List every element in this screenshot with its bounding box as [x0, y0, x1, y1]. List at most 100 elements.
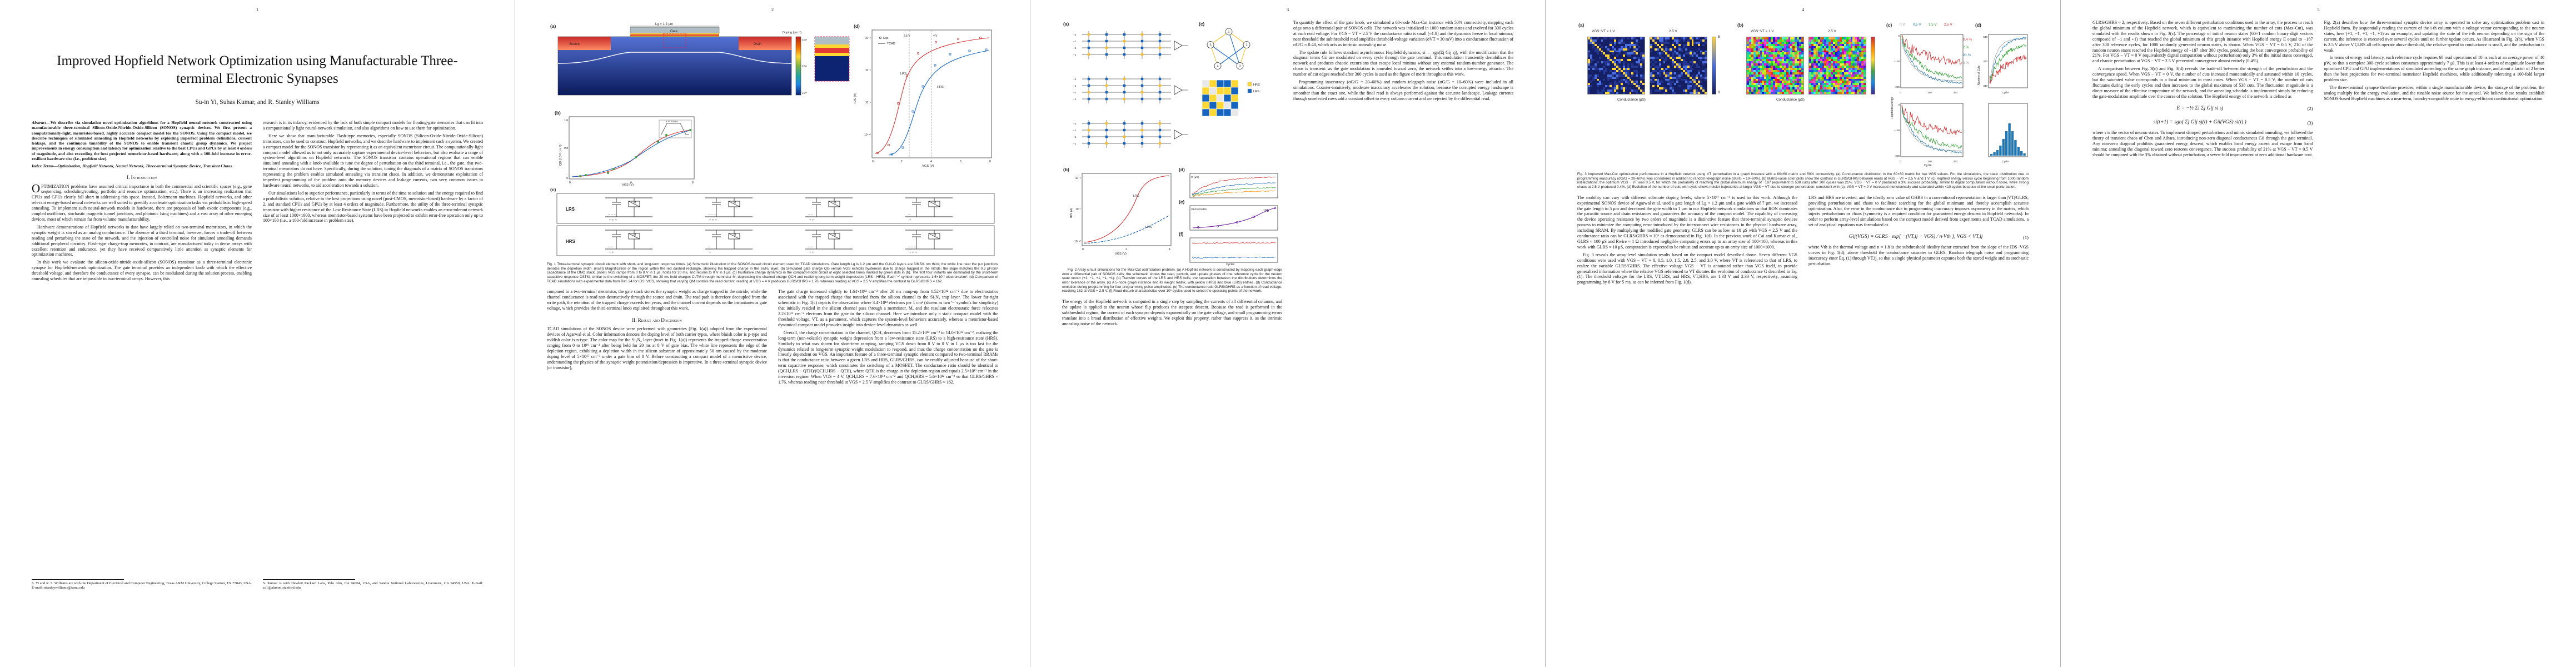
svg-text:M: M: [934, 201, 936, 205]
svg-text:VGS (V): VGS (V): [622, 183, 634, 187]
svg-text:1: 1: [1228, 31, 1230, 34]
svg-text:Doping (cm⁻³): Doping (cm⁻³): [783, 31, 801, 34]
svg-text:−100: −100: [1894, 129, 1900, 132]
svg-text:0.8: 0.8: [564, 147, 568, 150]
svg-text:4: 4: [930, 160, 932, 163]
body-paragraph: The mobility can vary with different sub…: [1577, 195, 1797, 250]
pct-label-4: 3 %: [1963, 61, 1969, 65]
fig2-panel-b-transfer-curves: (b) 10⁻⁴ 10⁻⁷ 10⁻¹⁰ 0 2 4 IDS (A) VGS (V…: [1063, 167, 1172, 256]
svg-text:Exp.: Exp.: [883, 37, 889, 40]
svg-text:−1: −1: [1073, 98, 1077, 101]
svg-text:G (μS): G (μS): [1191, 176, 1199, 179]
figure-2: (a) (c): [1063, 21, 1278, 266]
footnote-block-1: S. Yi and R. S. Williams are with the De…: [32, 577, 252, 593]
index-terms: Index Terms—Optimization, Hopfield Netwo…: [32, 163, 233, 168]
svg-text:LRS: LRS: [1253, 90, 1259, 93]
svg-text:0: 0: [566, 177, 568, 180]
svg-text:LRS: LRS: [1133, 195, 1139, 198]
svg-text:300: 300: [1953, 91, 1957, 94]
svg-text:(d): (d): [1179, 167, 1185, 172]
fig2-panel-d-programming: (d) G (μS): [1179, 167, 1278, 198]
svg-text:8 V, 20 ms: 8 V, 20 ms: [666, 120, 678, 123]
footnote-affiliation-2: S. Kumar is with Hewlett Packard Labs, P…: [263, 581, 483, 590]
svg-text:162: 162: [1263, 209, 1268, 212]
svg-text:Cycle: Cycle: [2002, 160, 2009, 163]
svg-text:TCAD: TCAD: [887, 42, 895, 46]
svg-text:M: M: [734, 201, 736, 205]
svg-text:2: 2: [1246, 44, 1248, 47]
figure-3: (a) VGS−VT = 1 V 2.5 V 5 0 Conductance (…: [1577, 22, 2029, 170]
legend-15v: 1.5 V: [1929, 23, 1937, 27]
svg-text:10⁻⁷: 10⁻⁷: [1075, 208, 1081, 211]
svg-text:(b): (b): [555, 110, 561, 116]
drop-cap: O: [32, 181, 41, 195]
svg-text:LRS: LRS: [900, 72, 906, 76]
equation-3: si(t+1) = sgn( Σj Gij sj(t) + Gii(VGS) s…: [2153, 120, 2313, 126]
svg-text:Cycle: Cycle: [1924, 164, 1931, 167]
svg-text:440: 440: [1983, 60, 1987, 63]
svg-text:− − −: − − −: [608, 213, 616, 217]
page-number-2: 2: [771, 7, 774, 12]
fig3-colorbar-rainbow: [1871, 37, 1875, 94]
body-paragraph: GLRS/GHRS ≈ 2, respectively. Based on th…: [2092, 20, 2313, 64]
svg-text:−1: −1: [1073, 40, 1077, 43]
page1-column-2: research is in its infancy, evidenced by…: [263, 120, 483, 593]
svg-text:+ +: + +: [809, 251, 814, 255]
footnote-rule: [32, 579, 124, 580]
fig1-panel-c-compact-model-snapshots: (c) LRS HRS − − − − − − − − − − − − − − − − − …: [550, 187, 995, 256]
svg-text:−200: −200: [1894, 86, 1900, 88]
svg-text:8: 8: [692, 181, 694, 185]
svg-text:2: 2: [1125, 248, 1127, 251]
svg-text:0: 0: [1082, 248, 1084, 251]
svg-text:(e): (e): [1179, 199, 1185, 205]
fig3-conductance-matrix-2: [1650, 37, 1707, 94]
page-number-5: 5: [2317, 7, 2320, 12]
fig1-panel-a-device-cross-section: (a) Lg = 1.2 μm Gate Source Drain p-Si: [550, 23, 850, 96]
svg-text:0: 0: [1900, 91, 1901, 94]
svg-text:M: M: [634, 233, 636, 237]
svg-text:340: 340: [1983, 84, 1987, 87]
body-paragraph: The gate charge increased slightly to 1.…: [778, 289, 998, 327]
svg-text:(c): (c): [1199, 21, 1205, 27]
svg-text:−1: −1: [1073, 84, 1077, 88]
svg-text:− − −: − − −: [908, 246, 916, 249]
legend-0v: 0 V: [1900, 23, 1905, 27]
body-paragraph: Fig. 2(a) describes how the three-termin…: [2324, 20, 2545, 53]
page-number-4: 4: [1801, 7, 1805, 12]
svg-text:+ + +: + + +: [909, 251, 917, 255]
svg-text:HRS: HRS: [1145, 226, 1152, 229]
svg-text:+1: +1: [1073, 122, 1077, 126]
page3-column-2: To quantify the effect of the gate knob,…: [1293, 20, 1513, 626]
svg-text:−: −: [708, 246, 710, 249]
page2-column-2: The gate charge increased slightly to 1.…: [778, 289, 998, 593]
body-paragraph: Overall, the charge concentration in the…: [778, 330, 998, 385]
fig1-panel-b-hysteresis: (b) 1.6 0.8 0 0 4 8 QG (10¹² cm⁻²) VGS (…: [555, 110, 695, 187]
page4-column-1: The mobility can vary with different sub…: [1577, 195, 1797, 584]
svg-text:(a): (a): [550, 23, 556, 29]
svg-text:0: 0: [569, 181, 571, 185]
svg-text:0: 0: [872, 160, 874, 163]
svg-text:M: M: [734, 233, 736, 237]
svg-text:Drain: Drain: [754, 43, 761, 46]
svg-text:300: 300: [1953, 160, 1957, 163]
svg-text:10⁻⁶: 10⁻⁶: [865, 69, 871, 72]
section-results: II. Result and Discussion: [632, 317, 682, 323]
svg-text:+1: +1: [1073, 78, 1077, 81]
pct-label-1: 0.4 %: [1963, 38, 1972, 42]
page3-column-1: (a) (c): [1062, 20, 1282, 626]
svg-text:10⁻⁸: 10⁻⁸: [865, 101, 871, 104]
svg-text:10⁻⁴: 10⁻⁴: [865, 37, 871, 40]
fig3-colorbar-blue-yellow: [1712, 37, 1716, 94]
svg-text:−100: −100: [1894, 60, 1900, 63]
fig3-energy-plots: 0 −100 −200 0 −100 −200 0 150 300 0 150 …: [1891, 34, 1964, 167]
svg-text:10¹⁵: 10¹⁵: [802, 65, 807, 68]
svg-text:M: M: [634, 201, 636, 205]
body-paragraph: TCAD simulations of the SONOS device wer…: [547, 326, 767, 370]
page1-column-1: Abstract—We describe via simulation nove…: [32, 120, 252, 593]
svg-text:HRS: HRS: [1253, 83, 1260, 87]
svg-text:10²⁰: 10²⁰: [802, 39, 807, 42]
body-paragraph: where s is the vector of neuron states. …: [2092, 130, 2313, 157]
svg-text:Hopfield Energy: Hopfield Energy: [1891, 97, 1894, 118]
figure-3-caption: Fig. 3 Improved Max-Cut optimization per…: [1577, 172, 2029, 190]
page-5: 5 GLRS/GHRS ≈ 2, respectively. Based on …: [2061, 0, 2576, 667]
